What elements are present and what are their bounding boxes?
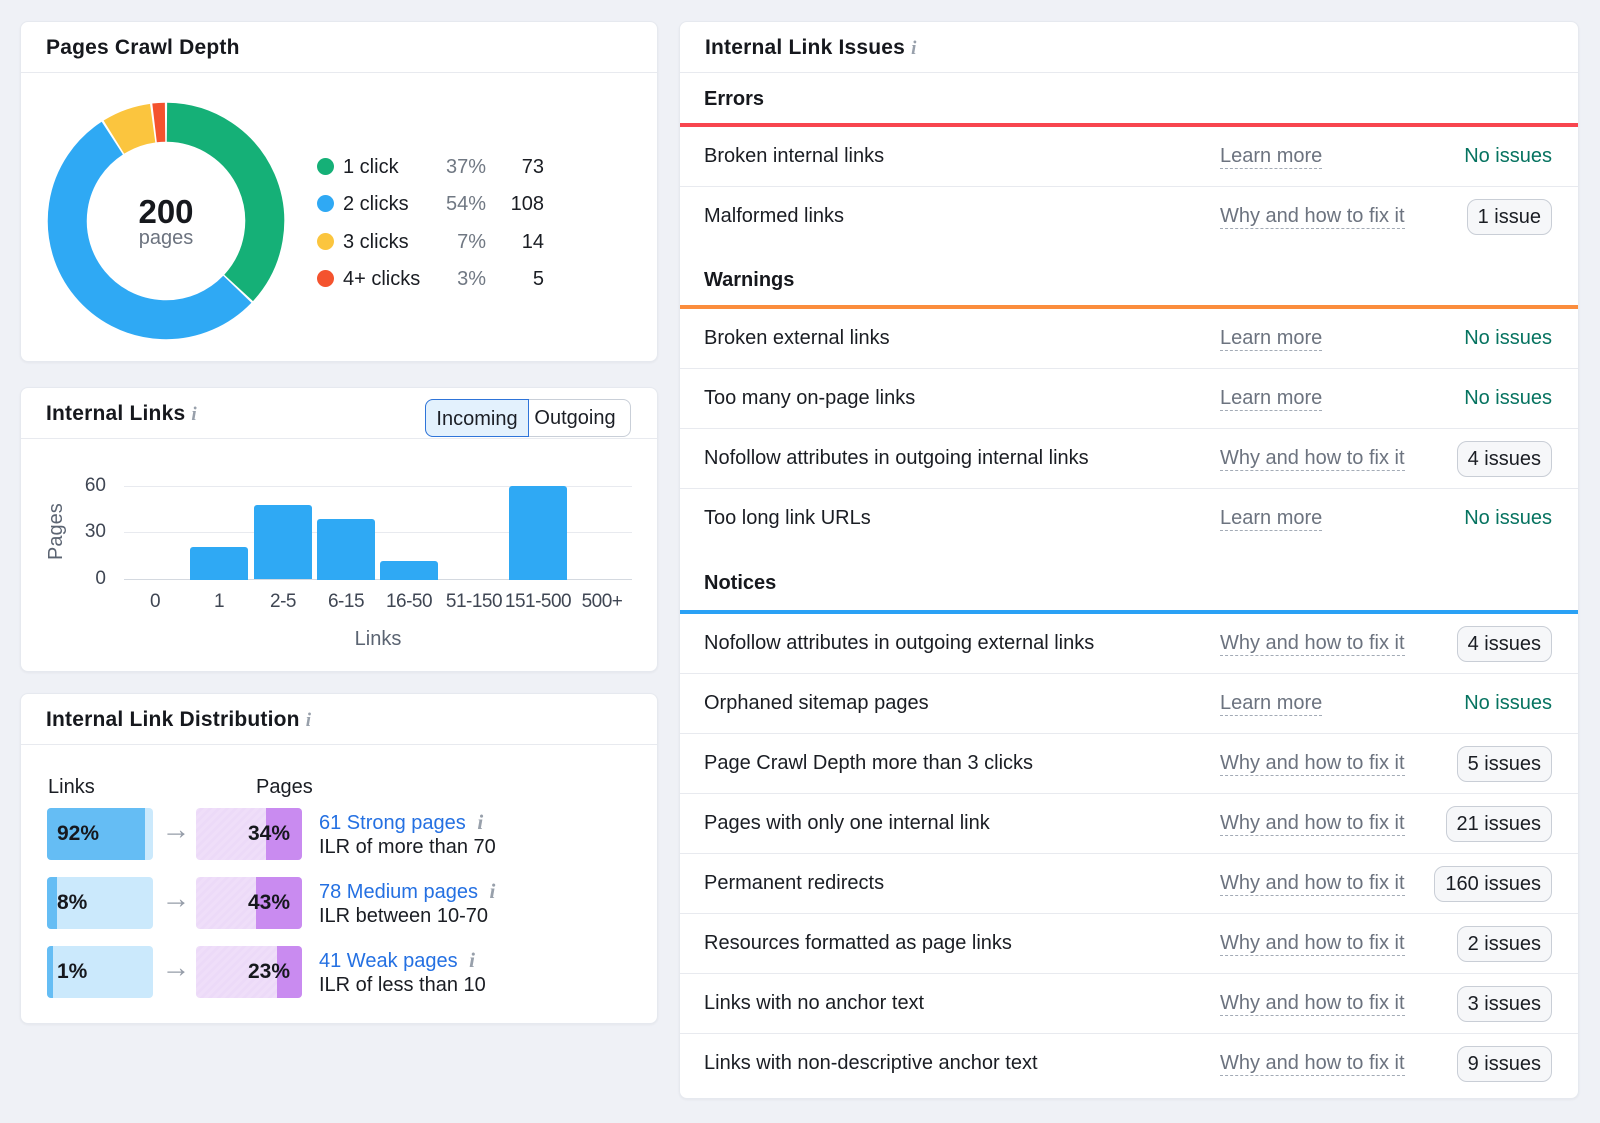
svg-text:200: 200 (138, 193, 193, 230)
svg-text:pages: pages (139, 227, 194, 249)
